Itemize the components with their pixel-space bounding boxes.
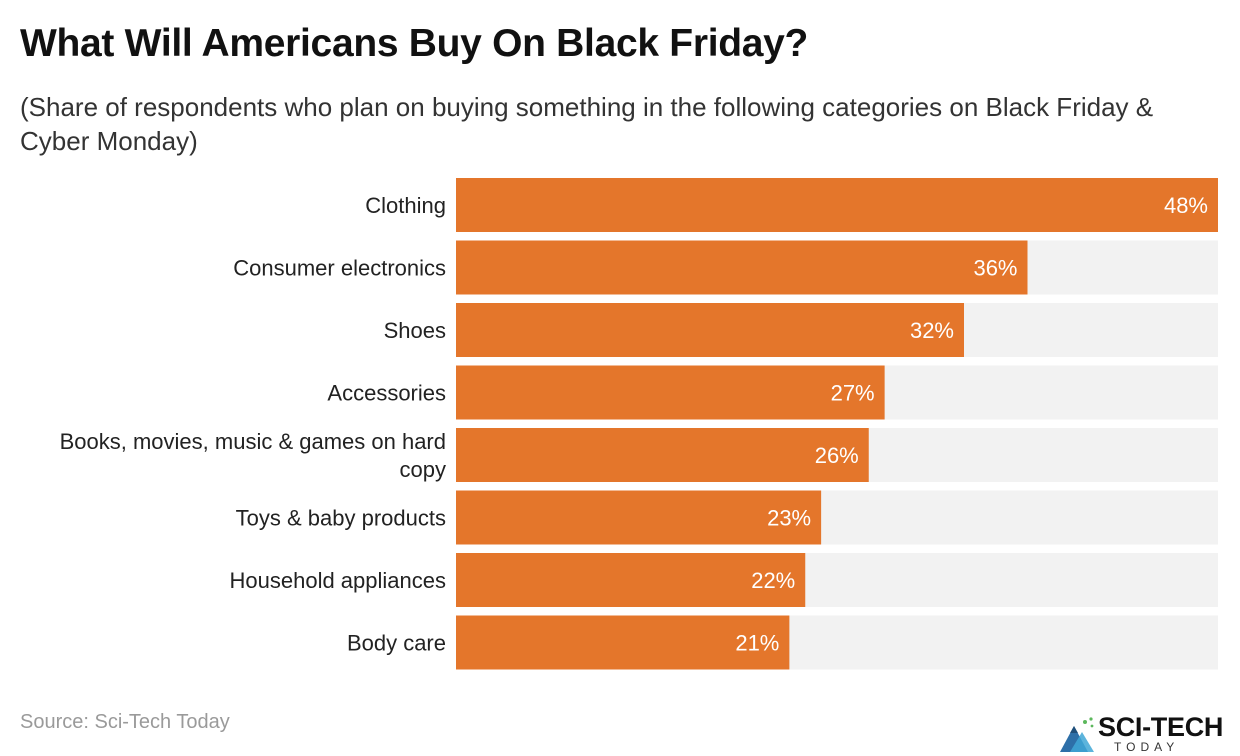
category-label: Body care [347, 631, 446, 656]
value-label: 27% [831, 381, 875, 406]
value-label: 48% [1164, 193, 1208, 218]
bar-1 [456, 240, 1028, 295]
bar-7 [456, 615, 790, 670]
value-label: 22% [751, 568, 795, 593]
bar-6 [456, 553, 806, 607]
logo-name: SCI-TECH [1098, 712, 1224, 742]
category-label: Books, movies, music & games on hard copy [60, 429, 446, 482]
bar-chart: Clothing 48% Consumer electronics 36% Shoes 3… [60, 178, 1218, 670]
sci-tech-today-logo: SCI-TECH TODAY [1058, 712, 1236, 756]
value-label: 23% [767, 506, 811, 531]
category-label: Toys & baby products [236, 506, 446, 531]
value-label: 26% [815, 443, 859, 468]
value-label: 32% [910, 318, 954, 343]
bar-4 [456, 428, 869, 482]
bar-2 [456, 303, 964, 357]
category-label: Accessories [327, 381, 446, 406]
bar-0 [456, 178, 1218, 232]
value-label: 21% [735, 631, 779, 656]
logo-mountain-icon [1060, 717, 1094, 752]
value-label: 36% [973, 256, 1017, 281]
category-label: Consumer electronics [233, 256, 446, 281]
logo-subtext: TODAY [1114, 740, 1180, 754]
bar-3 [456, 365, 885, 420]
category-label: Clothing [365, 193, 446, 218]
source-note: Source: Sci-Tech Today [20, 711, 230, 733]
category-label: Shoes [384, 318, 446, 343]
category-label: Household appliances [230, 568, 447, 593]
chart-subtitle: (Share of respondents who plan on buying… [20, 92, 1154, 156]
bar-5 [456, 490, 822, 545]
chart-title: What Will Americans Buy On Black Friday? [20, 22, 809, 65]
